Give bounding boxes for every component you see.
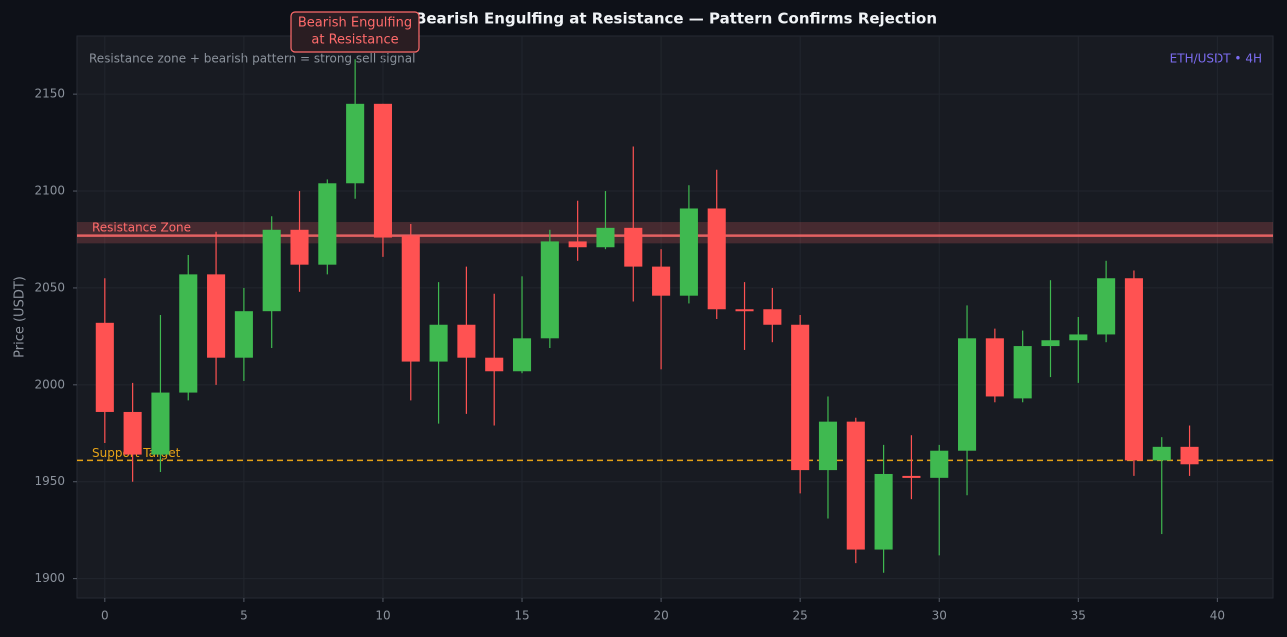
x-tick-label: 5	[240, 609, 248, 623]
candle-body	[401, 235, 420, 362]
candle-body	[846, 421, 865, 550]
annotation-text: Bearish Engulfing	[298, 16, 412, 31]
candle-body	[1124, 278, 1143, 461]
x-tick-label: 25	[793, 609, 808, 623]
candle-body	[707, 208, 726, 310]
candle-body	[568, 241, 587, 248]
candle-body	[234, 311, 253, 358]
y-tick-label: 2100	[34, 184, 65, 198]
candle-body	[791, 324, 810, 471]
candle-body	[735, 309, 754, 312]
candle-body	[652, 266, 671, 296]
candle-body	[1152, 446, 1171, 461]
resistance-zone	[77, 222, 1273, 244]
candle-body	[207, 274, 226, 358]
candle-body	[1097, 278, 1116, 335]
candle-body	[540, 241, 559, 339]
candle-body	[1069, 334, 1088, 341]
candle-body	[985, 338, 1004, 397]
x-tick-label: 40	[1210, 609, 1225, 623]
y-tick-label: 2150	[34, 87, 65, 101]
symbol-label: ETH/USDT • 4H	[1170, 52, 1262, 66]
y-tick-label: 1950	[34, 474, 65, 488]
annotation: Bearish Engulfing at Resistance	[290, 11, 420, 53]
candle-body	[512, 338, 532, 372]
candle-body	[123, 411, 142, 455]
candle-body	[373, 103, 392, 238]
candle-body	[902, 475, 921, 478]
candle-body	[596, 227, 615, 248]
candle-body	[624, 227, 643, 267]
candle-body	[818, 421, 838, 471]
candle-body	[95, 322, 114, 412]
candle-body	[1041, 340, 1060, 347]
x-tick-label: 0	[101, 609, 109, 623]
candle-body	[1013, 346, 1032, 399]
candle-body	[930, 450, 949, 478]
candle-body	[457, 324, 476, 358]
chart-title: Bearish Engulfing at Resistance — Patter…	[415, 10, 937, 28]
plot-area	[76, 35, 1274, 599]
candle-body	[151, 392, 170, 455]
candle-body	[679, 208, 698, 296]
candle-body	[346, 103, 365, 184]
x-tick-label: 35	[1071, 609, 1086, 623]
candle-body	[485, 357, 504, 372]
candle-body	[318, 183, 337, 265]
y-tick-label: 2050	[34, 280, 65, 294]
y-axis-label: Price (USDT)	[13, 276, 28, 358]
subtitle: Resistance zone + bearish pattern = stro…	[89, 52, 415, 66]
candle-body	[958, 338, 977, 451]
annotation-text: at Resistance	[311, 33, 398, 48]
y-tick-label: 2000	[34, 377, 65, 391]
x-tick-label: 30	[932, 609, 947, 623]
candle-body	[262, 229, 281, 312]
x-tick-label: 15	[514, 609, 529, 623]
candle-body	[179, 274, 198, 393]
y-tick-label: 1900	[34, 571, 65, 585]
resistance-label: Resistance Zone	[92, 221, 191, 235]
candle-body	[290, 229, 309, 265]
annotation-box	[290, 11, 420, 53]
x-tick-label: 20	[653, 609, 668, 623]
x-tick-label: 10	[375, 609, 390, 623]
candle-body	[874, 473, 893, 550]
candle-body	[1180, 446, 1199, 465]
candle-body	[763, 309, 782, 325]
candle-body	[429, 324, 448, 362]
